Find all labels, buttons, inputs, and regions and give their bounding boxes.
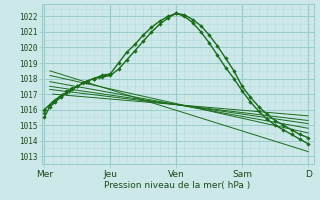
X-axis label: Pression niveau de la mer( hPa ): Pression niveau de la mer( hPa ) bbox=[104, 181, 251, 190]
